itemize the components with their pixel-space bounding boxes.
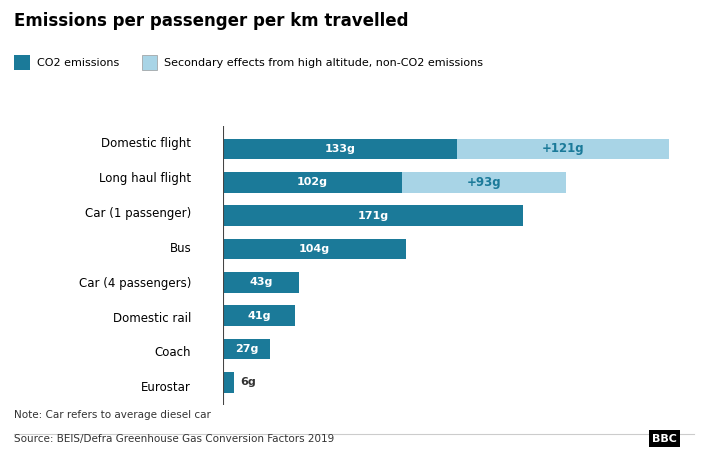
Text: 6g: 6g	[241, 377, 256, 387]
Bar	[402, 172, 566, 192]
Text: BBC: BBC	[652, 434, 677, 444]
Text: 133g: 133g	[324, 144, 355, 154]
Text: Source: BEIS/Defra Greenhouse Gas Conversion Factors 2019: Source: BEIS/Defra Greenhouse Gas Conver…	[14, 434, 334, 444]
Text: Car (1 passenger): Car (1 passenger)	[85, 207, 191, 219]
Text: Secondary effects from high altitude, non-CO2 emissions: Secondary effects from high altitude, no…	[164, 58, 484, 68]
Bar	[223, 339, 270, 359]
Text: 43g: 43g	[249, 277, 273, 288]
Text: 102g: 102g	[297, 177, 328, 187]
Text: Coach: Coach	[154, 347, 191, 359]
Bar	[223, 138, 457, 159]
Text: Bus: Bus	[169, 242, 191, 254]
Text: 171g: 171g	[358, 211, 389, 220]
Text: 104g: 104g	[299, 244, 330, 254]
Text: Eurostar: Eurostar	[142, 382, 191, 394]
Bar	[223, 272, 299, 293]
Text: Note: Car refers to average diesel car: Note: Car refers to average diesel car	[14, 411, 211, 420]
Bar	[223, 305, 295, 326]
Bar	[223, 372, 234, 393]
Text: Domestic rail: Domestic rail	[113, 312, 191, 324]
Text: +121g: +121g	[542, 143, 584, 155]
Text: 27g: 27g	[235, 344, 258, 354]
Text: Long haul flight: Long haul flight	[99, 172, 191, 185]
Text: 41g: 41g	[247, 311, 270, 321]
Text: CO2 emissions: CO2 emissions	[37, 58, 119, 68]
Text: Domestic flight: Domestic flight	[101, 137, 191, 150]
Text: Emissions per passenger per km travelled: Emissions per passenger per km travelled	[14, 12, 409, 30]
Text: Car (4 passengers): Car (4 passengers)	[79, 277, 191, 289]
Bar	[223, 172, 402, 192]
Bar	[223, 205, 523, 226]
Text: +93g: +93g	[467, 176, 501, 189]
Bar	[223, 239, 406, 259]
Bar	[457, 138, 669, 159]
